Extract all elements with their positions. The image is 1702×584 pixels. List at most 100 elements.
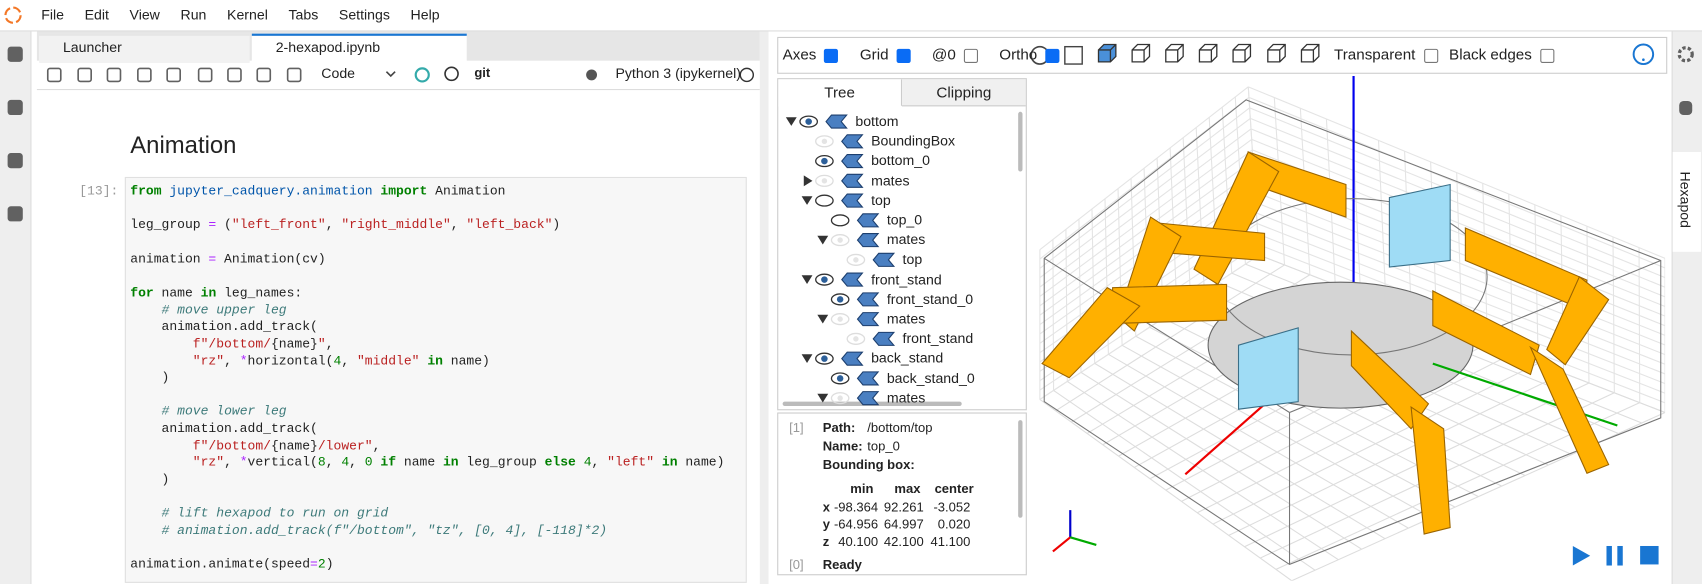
grid-line (1039, 138, 1252, 297)
tree-label[interactable]: back_stand (871, 349, 944, 367)
tree-label[interactable]: bottom_0 (871, 152, 930, 169)
leg (1546, 275, 1610, 366)
shape-icon (856, 371, 880, 386)
option-label[interactable]: Grid (859, 45, 889, 63)
menu-item[interactable]: Kernel (227, 6, 268, 23)
eye-icon (830, 392, 850, 405)
code-token: , (325, 217, 342, 233)
eye-icon (815, 273, 834, 286)
tab[interactable] (251, 33, 467, 63)
tree-label[interactable]: mates (886, 231, 926, 248)
option-label[interactable]: @0 (931, 45, 956, 63)
eye-pupil (821, 157, 828, 165)
option-label[interactable]: Axes (782, 45, 817, 63)
tab-label[interactable]: 2-hexapod.ipynb (275, 39, 381, 56)
grid-line (1612, 236, 1615, 393)
tree-label[interactable]: back_stand_0 (886, 369, 975, 386)
tree-label[interactable]: bottom (855, 112, 899, 130)
notebook-toolbar (36, 60, 760, 91)
tree-label[interactable]: BoundingBox (871, 132, 956, 149)
info-panel: [1] Path: /bottom/top Name: top_0 Bounding bo… (777, 412, 1027, 576)
table-cell: -3.052 (933, 499, 971, 515)
tab[interactable] (39, 33, 250, 63)
play-button (1572, 545, 1591, 566)
code-token: name (396, 455, 443, 471)
tree-label[interactable]: front_stand (902, 330, 974, 347)
leg (1410, 405, 1451, 535)
code-token: , (372, 438, 381, 454)
tree-label[interactable]: top_0 (886, 211, 923, 228)
3d-view[interactable] (1029, 75, 1666, 581)
code-token: "left_back" (466, 217, 553, 233)
menu-item[interactable]: Edit (84, 6, 109, 23)
code-token: = (208, 251, 217, 267)
leg (1529, 345, 1610, 474)
menu-item[interactable]: File (41, 6, 64, 23)
git-button[interactable]: git (474, 65, 491, 81)
leg (1432, 290, 1540, 376)
code-token: leg_names: (216, 285, 303, 301)
shape-icon (856, 312, 880, 327)
tree-label[interactable]: front_stand_0 (886, 290, 974, 307)
code-line: animation.animate(speed=2) (130, 555, 333, 575)
leg (1041, 286, 1141, 379)
grid-line (1039, 107, 1250, 269)
tab-label[interactable]: Launcher (62, 39, 122, 56)
option-label[interactable]: Black edges (1449, 45, 1532, 63)
shape-icon (856, 292, 880, 307)
menu-item[interactable]: Settings (338, 6, 390, 23)
grid-line (1184, 398, 1271, 476)
code-token: if (380, 455, 397, 471)
cell-type-select[interactable]: Code (321, 65, 356, 82)
code-token: " (317, 336, 326, 352)
table-cell: 41.100 (930, 534, 971, 550)
kernel-name[interactable]: Python 3 (ipykernel) (615, 65, 741, 82)
code-token: 4 (583, 455, 592, 471)
side-tab[interactable] (1672, 151, 1701, 252)
code-token: 0 (364, 455, 373, 471)
menu-item[interactable]: Tabs (288, 6, 319, 23)
stand (1237, 327, 1299, 410)
option-label[interactable]: Ortho (999, 45, 1038, 63)
checkbox[interactable] (1540, 48, 1555, 63)
menu-item[interactable]: View (129, 6, 160, 23)
code-line: from jupyter_cadquery.animation import A… (130, 181, 505, 201)
code-cell (124, 176, 747, 583)
grid-line (1250, 128, 1666, 298)
grid-line (1039, 117, 1251, 279)
code-token: , (450, 217, 467, 233)
checkbox[interactable] (896, 48, 911, 63)
menu-item[interactable]: Run (180, 6, 207, 23)
menu-item[interactable]: Help (410, 6, 440, 23)
shape-icon (841, 134, 864, 149)
side-tab-label[interactable]: Hexapod (1677, 171, 1694, 228)
panel-tab[interactable]: Clipping (902, 79, 1026, 107)
checkbox[interactable] (823, 48, 839, 63)
table-header: center (934, 480, 974, 497)
code-token: "middle" (356, 353, 420, 369)
code-token: = (208, 217, 217, 233)
tree-label[interactable]: front_stand (871, 270, 942, 288)
menu-bar (0, 0, 1702, 32)
checkbox[interactable] (1044, 48, 1059, 63)
code-token: f"/bottom/ (192, 336, 271, 352)
tree-label[interactable]: mates (886, 310, 926, 327)
info-prompt: [1] (789, 420, 804, 436)
tree-arrow (817, 393, 829, 403)
eye-pupil (821, 138, 828, 145)
code-token: 4 (341, 455, 350, 471)
option-label[interactable]: Transparent (1334, 45, 1416, 63)
code-line: # move upper leg (130, 300, 287, 320)
checkbox[interactable] (1424, 48, 1439, 63)
tree-label[interactable]: top (871, 191, 891, 209)
tree-label[interactable]: mates (886, 389, 926, 406)
code-token (130, 302, 161, 317)
tree-label[interactable]: mates (871, 172, 910, 189)
checkbox[interactable] (963, 48, 978, 63)
table-header: max (894, 480, 921, 497)
table-cell: 0.020 (937, 516, 971, 532)
panel-tab[interactable]: Tree (778, 79, 903, 107)
tree-label[interactable]: top (902, 251, 923, 268)
